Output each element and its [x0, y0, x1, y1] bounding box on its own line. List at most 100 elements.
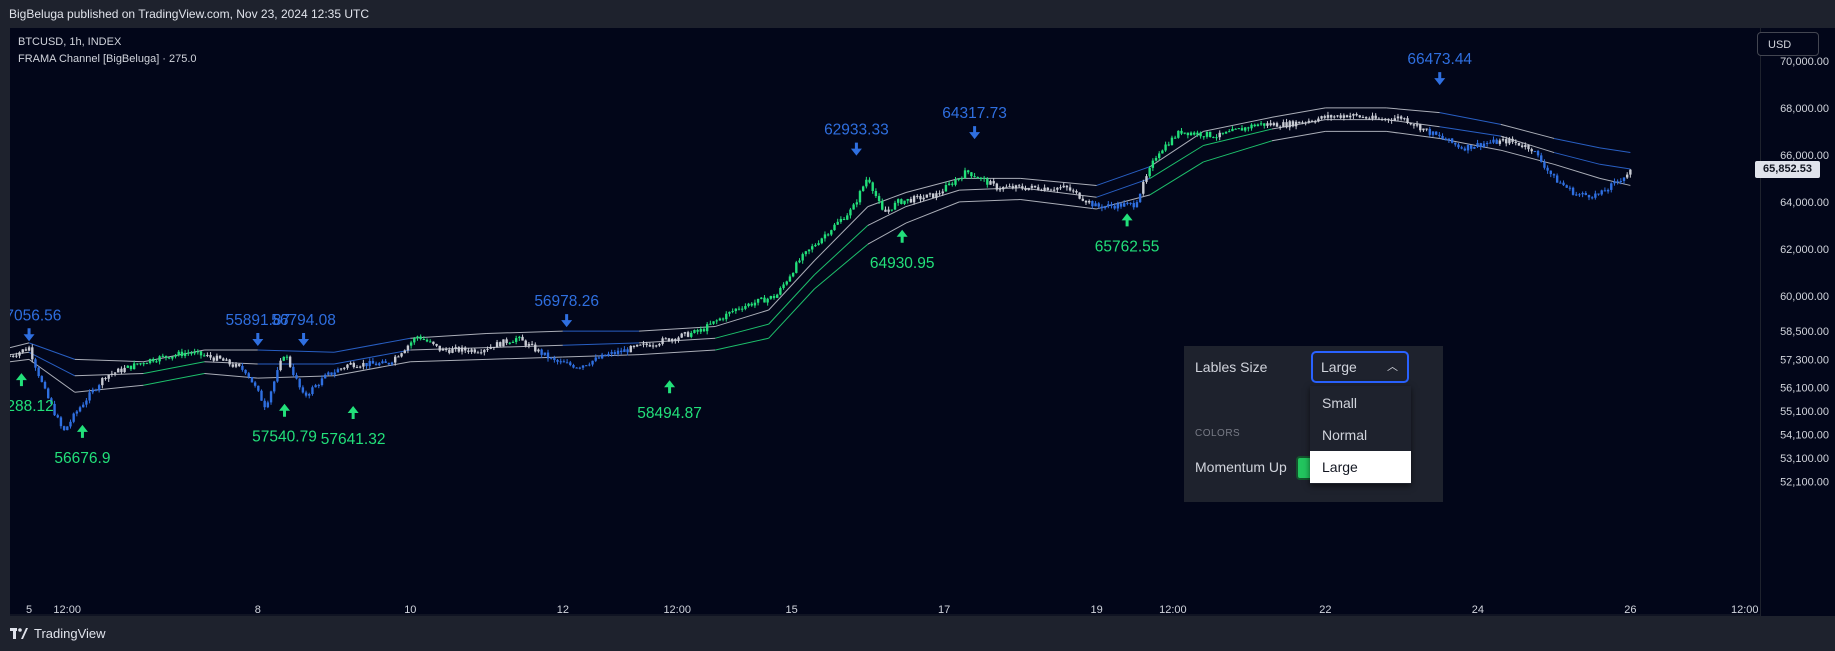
candle-body [196, 351, 200, 353]
candle-body [912, 196, 916, 203]
high-pivot-label: 66473.44 [1407, 51, 1472, 86]
candle-body [1065, 185, 1069, 188]
label-size-dropdown: Small Normal Large [1310, 386, 1411, 484]
candle-body [900, 199, 903, 204]
option-large[interactable]: Large [1310, 451, 1411, 483]
candle-body [429, 341, 432, 343]
candle-body [1024, 188, 1027, 191]
label-size-select[interactable]: Large ︿ [1311, 351, 1409, 383]
candle-body [37, 367, 40, 377]
candle-body [238, 364, 241, 366]
candle-body [1450, 138, 1454, 143]
low-pivot-label: 57641.32 [321, 406, 385, 448]
candle-body [1234, 128, 1237, 130]
option-normal[interactable]: Normal [1322, 427, 1368, 443]
x-tick-label: 12:00 [1731, 604, 1759, 616]
candle-body [1520, 145, 1524, 148]
candle-body [718, 318, 722, 321]
candle-body [928, 193, 932, 195]
candle-body [846, 215, 849, 220]
candle-body [1444, 138, 1447, 141]
candle-body [1068, 187, 1072, 191]
arrow-up-icon [347, 406, 359, 420]
candle-body [120, 368, 123, 373]
candle-body [1597, 193, 1600, 195]
x-tick-label: 8 [255, 604, 261, 616]
candle-body [712, 321, 715, 324]
candle-body [569, 362, 572, 365]
candle-body [1307, 120, 1311, 123]
candle-body [715, 320, 718, 322]
candle-body [1371, 115, 1374, 119]
candle-body [1081, 198, 1085, 201]
candle-body [626, 349, 629, 353]
candle-body [979, 177, 983, 179]
y-tick-label: 57,300.00 [1780, 354, 1829, 366]
channel-upper-line [1203, 116, 1273, 132]
candle-body [1087, 201, 1091, 203]
candle-body [1123, 203, 1126, 207]
candle-body [677, 337, 680, 341]
candle-body [591, 360, 594, 365]
candle-body [1231, 128, 1234, 132]
candle-body [56, 415, 59, 418]
candle-body [1428, 128, 1432, 135]
y-tick-label: 56,100.00 [1780, 383, 1829, 395]
candle-body [403, 350, 406, 354]
candle-body [938, 193, 941, 195]
candle-body [228, 359, 231, 365]
currency-button[interactable]: USD [1757, 32, 1819, 56]
candle-body [1008, 186, 1011, 188]
candle-body [1390, 119, 1393, 121]
candle-body [658, 343, 661, 346]
candle-body [234, 364, 238, 367]
channel-upper-line [1020, 177, 1097, 186]
arrow-down-icon [561, 314, 573, 328]
candle-body [1606, 189, 1610, 192]
candle-body [1208, 131, 1212, 137]
candle-body [613, 352, 617, 354]
candle-body [1132, 203, 1135, 208]
candle-body [1403, 118, 1406, 120]
candle-body [406, 345, 410, 351]
candle-body [1508, 138, 1511, 144]
price-axis[interactable]: 70,000.00 68,000.00 66,000.00 64,000.00 62,0… [1760, 28, 1835, 616]
tradingview-brand[interactable]: TradingView [10, 626, 106, 641]
candle-body [27, 347, 31, 351]
candle-body [317, 385, 320, 387]
pivot-price-text: 56794.08 [271, 312, 336, 329]
candle-body [117, 368, 120, 373]
candle-body [992, 181, 995, 184]
candle-body [1625, 174, 1629, 178]
candle-body [1476, 143, 1479, 147]
candle-body [871, 182, 874, 191]
candle-body [1278, 126, 1282, 128]
candle-body [1368, 118, 1371, 120]
candle-body [1135, 202, 1139, 208]
candle-body [126, 365, 129, 368]
candle-body [1333, 116, 1336, 118]
candle-body [1173, 137, 1177, 139]
candle-body [72, 413, 75, 422]
candle-body [161, 355, 165, 357]
candle-body [1317, 118, 1320, 122]
candle-body [136, 363, 139, 365]
candle-body [1116, 203, 1120, 209]
candle-body [830, 230, 833, 235]
option-small[interactable]: Small [1322, 395, 1358, 411]
candle-body [1221, 132, 1225, 134]
candle-body [43, 381, 47, 389]
channel-mid-line [28, 351, 76, 377]
colors-section-title: COLORS [1195, 428, 1241, 439]
candle-body [1167, 144, 1170, 146]
channel-lower-line [1271, 130, 1326, 142]
candle-body [861, 186, 865, 192]
candle-body [75, 411, 79, 414]
candle-body [1049, 189, 1053, 191]
candle-body [10, 355, 12, 357]
candle-body [212, 357, 215, 361]
candle-body [683, 332, 687, 334]
candle-body [524, 340, 527, 346]
